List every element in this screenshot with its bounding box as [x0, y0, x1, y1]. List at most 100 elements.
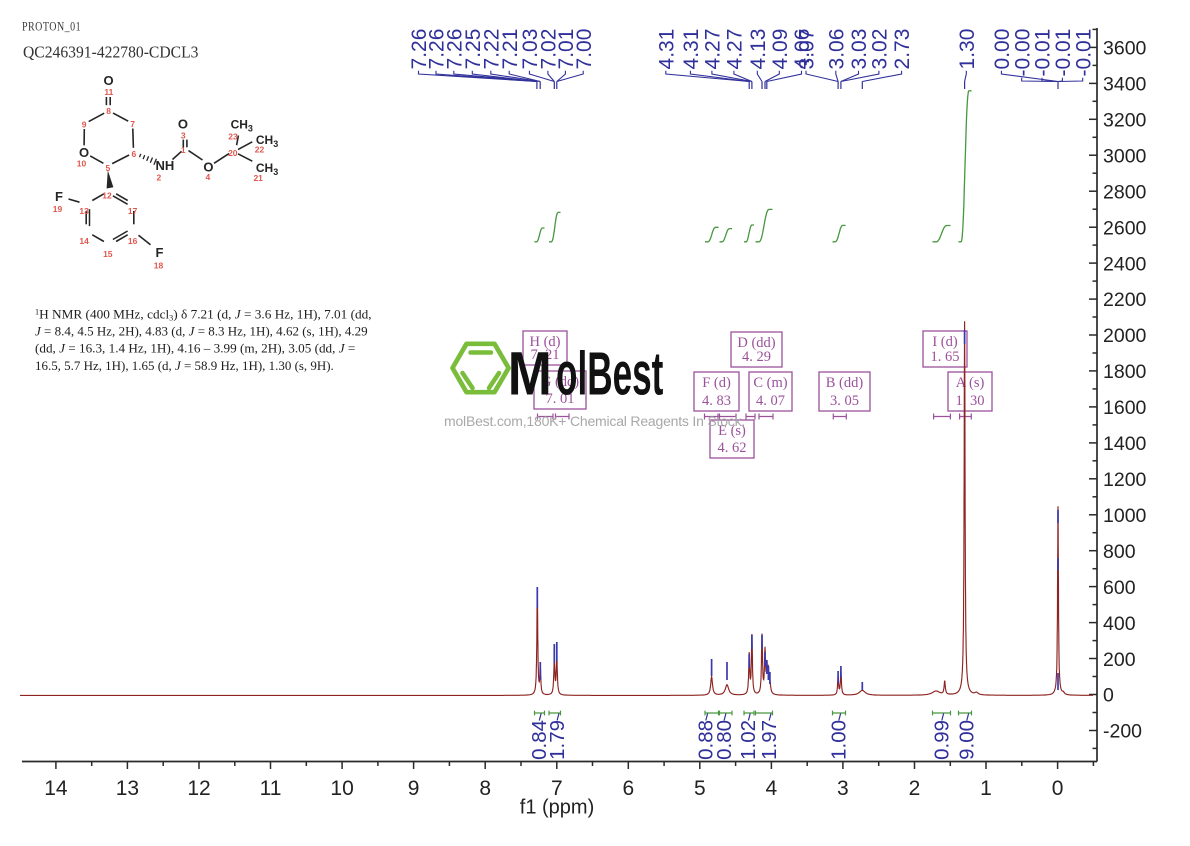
svg-text:3600: 3600: [1103, 38, 1147, 60]
svg-text:J = 8.4, 4.5 Hz, 2H), 4.83 (d,: J = 8.4, 4.5 Hz, 2H), 4.83 (d, J = 8.3 H…: [35, 324, 368, 339]
svg-text:3: 3: [273, 139, 278, 149]
svg-text:I (d): I (d): [932, 334, 958, 350]
svg-text:3: 3: [273, 167, 278, 177]
svg-text:F: F: [55, 189, 63, 204]
svg-text:1: 1: [980, 777, 992, 800]
svg-text:2: 2: [909, 777, 921, 800]
svg-text:7: 7: [130, 119, 135, 129]
svg-text:19: 19: [53, 204, 63, 214]
svg-text:4.31: 4.31: [680, 29, 703, 70]
svg-text:23: 23: [228, 132, 238, 142]
svg-text:3.07: 3.07: [796, 29, 819, 70]
svg-text:1400: 1400: [1103, 433, 1147, 455]
svg-text:3.06: 3.06: [825, 29, 848, 70]
svg-text:2000: 2000: [1103, 325, 1147, 347]
svg-text:10: 10: [330, 777, 353, 800]
svg-text:4. 07: 4. 07: [756, 393, 785, 409]
svg-text:4. 83: 4. 83: [702, 393, 731, 409]
svg-text:200: 200: [1103, 649, 1136, 671]
svg-text:B (dd): B (dd): [826, 375, 864, 391]
svg-text:4: 4: [206, 172, 211, 182]
svg-text:16.5, 5.7 Hz, 1H), 1.65 (d, J: 16.5, 5.7 Hz, 1H), 1.65 (d, J = 58.9 Hz,…: [35, 358, 334, 373]
svg-text:14: 14: [79, 236, 89, 246]
svg-text:15: 15: [103, 249, 113, 259]
svg-text:12: 12: [187, 777, 210, 800]
svg-text:CH: CH: [231, 118, 248, 132]
svg-text:2800: 2800: [1103, 181, 1147, 203]
svg-text:4.27: 4.27: [702, 29, 725, 70]
svg-text:1.02: 1.02: [737, 720, 760, 760]
svg-text:14: 14: [44, 777, 68, 800]
svg-text:O: O: [104, 73, 114, 88]
svg-text:3200: 3200: [1103, 110, 1147, 132]
svg-text:2: 2: [157, 172, 162, 182]
svg-text:0: 0: [1052, 777, 1064, 800]
svg-text:600: 600: [1103, 577, 1136, 599]
svg-text:QC246391-422780-CDCL3: QC246391-422780-CDCL3: [23, 42, 198, 62]
svg-text:18: 18: [154, 260, 164, 270]
svg-text:22: 22: [255, 144, 265, 154]
svg-text:4. 29: 4. 29: [742, 349, 771, 365]
svg-text:1600: 1600: [1103, 397, 1147, 419]
svg-text:4.09: 4.09: [769, 29, 792, 70]
svg-text:C (m): C (m): [753, 375, 787, 391]
svg-text:13: 13: [116, 777, 139, 800]
svg-text:7.00: 7.00: [573, 29, 596, 70]
svg-text:9: 9: [82, 120, 87, 130]
svg-text:5: 5: [694, 777, 706, 800]
svg-text:13: 13: [79, 206, 89, 216]
svg-text:molBest.com,180K+ Chemical Rea: molBest.com,180K+ Chemical Reagents In S…: [444, 413, 745, 429]
svg-text:olBest: olBest: [556, 339, 663, 408]
svg-text:-0.01: -0.01: [1072, 29, 1095, 77]
svg-text:2600: 2600: [1103, 217, 1147, 239]
svg-text:20: 20: [228, 148, 238, 158]
svg-text:3: 3: [181, 130, 186, 140]
svg-text:21: 21: [253, 173, 263, 183]
svg-text:1000: 1000: [1103, 505, 1147, 527]
svg-text:3000: 3000: [1103, 145, 1147, 167]
svg-text:3. 05: 3. 05: [830, 393, 859, 409]
svg-text:6: 6: [132, 149, 137, 159]
svg-text:9: 9: [408, 777, 420, 800]
svg-text:1200: 1200: [1103, 469, 1147, 491]
svg-text:3: 3: [248, 124, 253, 134]
svg-text:1. 65: 1. 65: [931, 349, 960, 365]
svg-text:2400: 2400: [1103, 253, 1147, 275]
svg-text:F: F: [156, 245, 164, 260]
svg-text:-200: -200: [1103, 721, 1142, 743]
svg-text:11: 11: [104, 87, 113, 97]
svg-text:NH: NH: [156, 158, 175, 173]
svg-text:12: 12: [102, 190, 112, 200]
svg-text:3: 3: [837, 777, 849, 800]
svg-text:6: 6: [622, 777, 634, 800]
svg-text:8: 8: [479, 777, 491, 800]
svg-text:16: 16: [128, 236, 138, 246]
svg-text:4.31: 4.31: [655, 29, 678, 70]
svg-text:1800: 1800: [1103, 361, 1147, 383]
svg-text:0: 0: [1103, 685, 1114, 707]
svg-text:10: 10: [77, 159, 87, 169]
svg-text:1. 30: 1. 30: [956, 393, 985, 409]
svg-text:1.00: 1.00: [828, 720, 851, 760]
svg-text:17: 17: [128, 206, 138, 216]
svg-text:11: 11: [260, 777, 282, 800]
svg-text:3.02: 3.02: [869, 29, 892, 70]
svg-text:F (d): F (d): [702, 375, 731, 391]
svg-text:400: 400: [1103, 613, 1136, 635]
svg-text:800: 800: [1103, 541, 1136, 563]
svg-text:1.30: 1.30: [956, 29, 979, 70]
svg-text:(dd, J = 16.3, 1.4 Hz, 1H), 4.: (dd, J = 16.3, 1.4 Hz, 1H), 4.16 – 3.99 …: [35, 341, 355, 356]
svg-text:PROTON_01: PROTON_01: [22, 20, 81, 33]
svg-text:0.80: 0.80: [713, 720, 736, 760]
svg-text:0.99: 0.99: [931, 720, 954, 760]
svg-text:4. 62: 4. 62: [718, 440, 747, 456]
svg-text:1.97: 1.97: [758, 720, 781, 760]
svg-text:9.00: 9.00: [956, 720, 979, 760]
svg-text:2.73: 2.73: [891, 29, 914, 70]
svg-text:f1 (ppm): f1 (ppm): [520, 797, 594, 819]
svg-text:2200: 2200: [1103, 289, 1147, 311]
svg-text:M: M: [508, 340, 552, 408]
svg-text:A (s): A (s): [956, 375, 985, 391]
svg-text:4: 4: [766, 777, 778, 800]
svg-text:1H NMR (400 MHz, cdcl3) δ 7.21: 1H NMR (400 MHz, cdcl3) δ 7.21 (d, J = 3…: [35, 306, 372, 322]
